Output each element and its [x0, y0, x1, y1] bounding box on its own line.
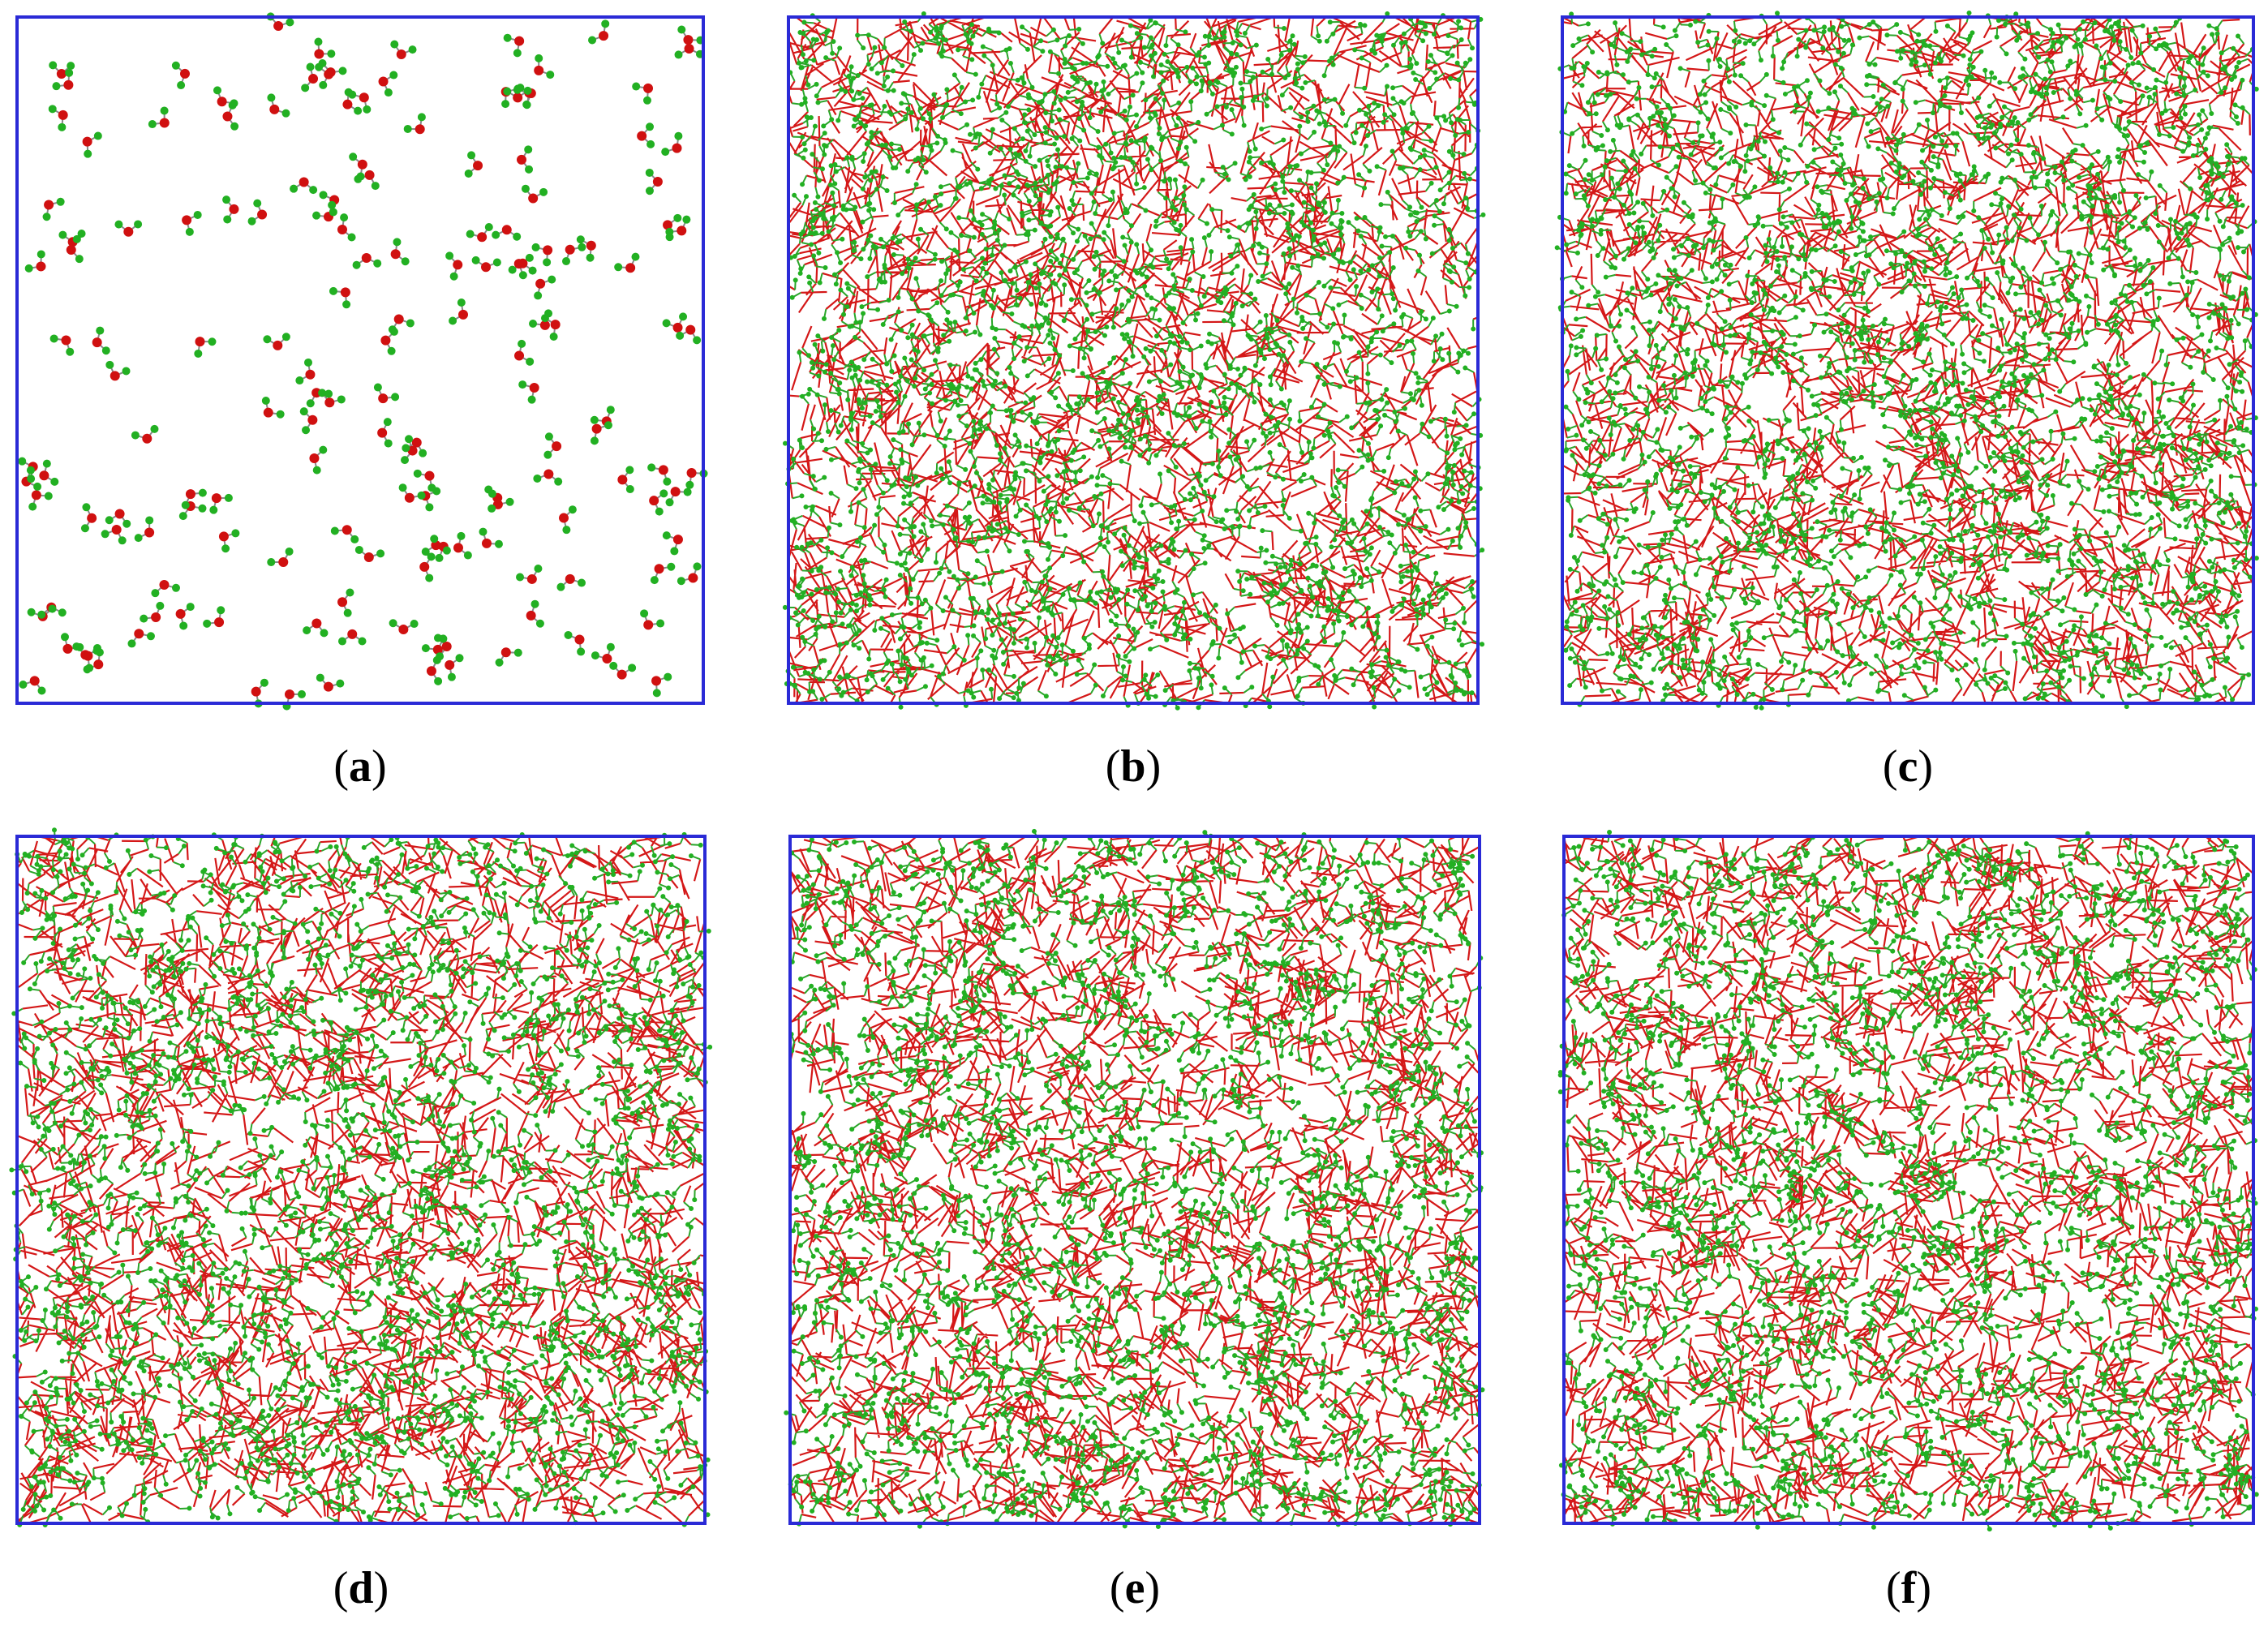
simulation-box — [787, 15, 1480, 705]
label-close: ) — [1146, 741, 1162, 792]
label-open: ( — [1886, 1563, 1901, 1613]
label-close: ) — [1145, 1563, 1160, 1613]
label-open: ( — [333, 1563, 349, 1613]
panel-label: (a) — [333, 741, 386, 792]
panel-label: (c) — [1883, 741, 1933, 792]
hydrogen-atoms — [782, 11, 1486, 711]
simulation-box — [788, 835, 1481, 1525]
snapshot-panel: (d) — [9, 827, 713, 1613]
snapshot-panel: (e) — [784, 828, 1485, 1613]
label-close: ) — [372, 741, 387, 792]
panel-label: (b) — [1106, 741, 1161, 792]
label-open: ( — [333, 741, 349, 792]
label-letter: a — [349, 741, 372, 792]
hydrogen-atoms — [9, 827, 713, 1528]
label-open: ( — [1883, 741, 1898, 792]
label-open: ( — [1110, 1563, 1125, 1613]
hydrogen-atoms — [18, 12, 708, 711]
green-bonds — [1557, 12, 2257, 708]
label-letter: d — [348, 1563, 373, 1613]
snapshot-panel: (c) — [1554, 10, 2259, 792]
label-open: ( — [1106, 741, 1121, 792]
label-close: ) — [1916, 1563, 1931, 1613]
hydrogen-atoms — [1554, 10, 2259, 711]
label-close: ) — [374, 1563, 389, 1613]
simulation-box — [1561, 15, 2255, 705]
simulation-box — [15, 15, 705, 705]
snapshot-panel: (a) — [15, 12, 708, 792]
simulation-box — [15, 835, 707, 1525]
simulation-box — [1562, 835, 2255, 1525]
green-bonds — [784, 13, 1484, 709]
panel-label: (d) — [333, 1563, 389, 1613]
hydrogen-atoms — [1557, 829, 2259, 1532]
bonds — [21, 15, 704, 706]
snapshot-panel: (b) — [782, 11, 1486, 792]
panel-label: (e) — [1110, 1563, 1160, 1613]
label-letter: c — [1898, 741, 1918, 792]
green-bonds — [785, 831, 1484, 1527]
label-letter: f — [1901, 1563, 1918, 1613]
red-bonds — [787, 15, 1480, 705]
label-letter: b — [1120, 741, 1145, 792]
label-letter: e — [1125, 1563, 1145, 1613]
oxygen-atoms — [21, 21, 698, 700]
snapshot-panel: (f) — [1557, 829, 2259, 1613]
label-close: ) — [1918, 741, 1933, 792]
panel-label: (f) — [1886, 1563, 1931, 1613]
